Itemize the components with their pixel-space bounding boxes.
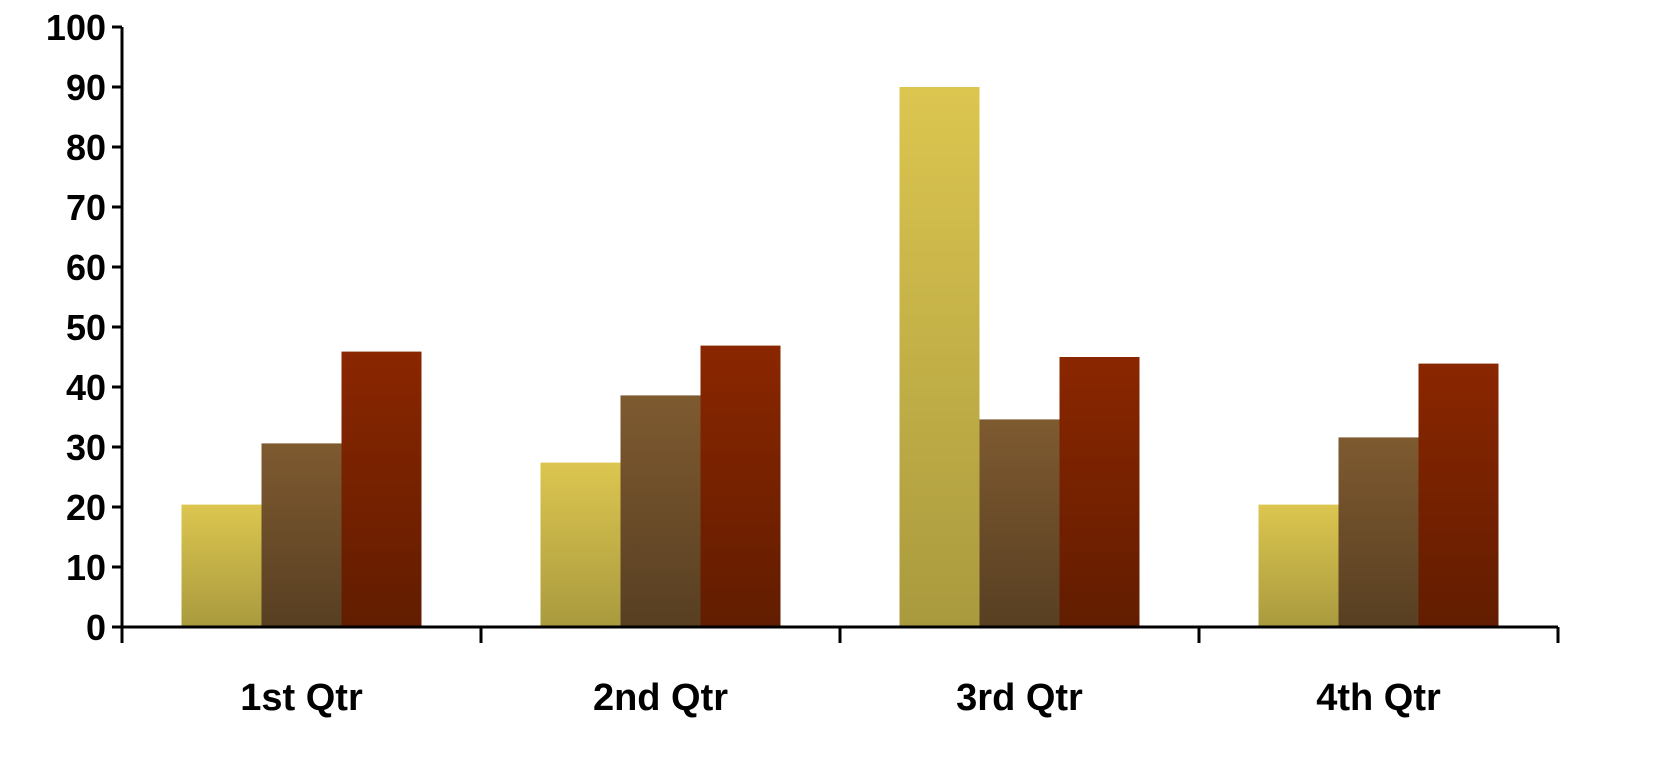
y-tick-label: 90 <box>66 67 106 108</box>
y-tick-label: 30 <box>66 427 106 468</box>
x-category-label: 2nd Qtr <box>593 677 728 719</box>
y-tick-label: 20 <box>66 487 106 528</box>
bar-4th-qtr-series-1 <box>1258 504 1339 627</box>
y-tick-label: 80 <box>66 127 106 168</box>
y-tick-label: 100 <box>46 7 106 48</box>
bar-3rd-qtr-series-2 <box>979 419 1060 627</box>
y-tick-label: 60 <box>66 247 106 288</box>
x-category-label: 3rd Qtr <box>956 677 1083 719</box>
x-axis: 1st Qtr 2nd Qtr 3rd Qtr 4th Qtr <box>120 625 1560 719</box>
bar-2nd-qtr-series-1 <box>540 462 621 627</box>
y-tick-label: 40 <box>66 367 106 408</box>
bars-group <box>181 87 1499 627</box>
y-axis: 0 10 20 30 40 50 60 70 80 90 100 <box>46 7 124 648</box>
y-tick-label: 10 <box>66 547 106 588</box>
bar-4th-qtr-series-2 <box>1338 437 1419 627</box>
bar-2nd-qtr-series-3 <box>700 345 781 627</box>
y-tick-label: 50 <box>66 307 106 348</box>
y-tick-label: 70 <box>66 187 106 228</box>
x-category-label: 1st Qtr <box>240 677 363 719</box>
bar-3rd-qtr-series-3 <box>1059 357 1140 627</box>
bar-2nd-qtr-series-2 <box>620 395 701 627</box>
bar-3rd-qtr-series-1 <box>899 87 980 627</box>
bar-1st-qtr-series-3 <box>341 351 422 627</box>
y-tick-label: 0 <box>86 607 106 648</box>
bar-1st-qtr-series-1 <box>181 504 262 627</box>
bar-4th-qtr-series-3 <box>1418 363 1499 627</box>
bar-1st-qtr-series-2 <box>261 443 342 627</box>
x-category-label: 4th Qtr <box>1316 677 1441 719</box>
